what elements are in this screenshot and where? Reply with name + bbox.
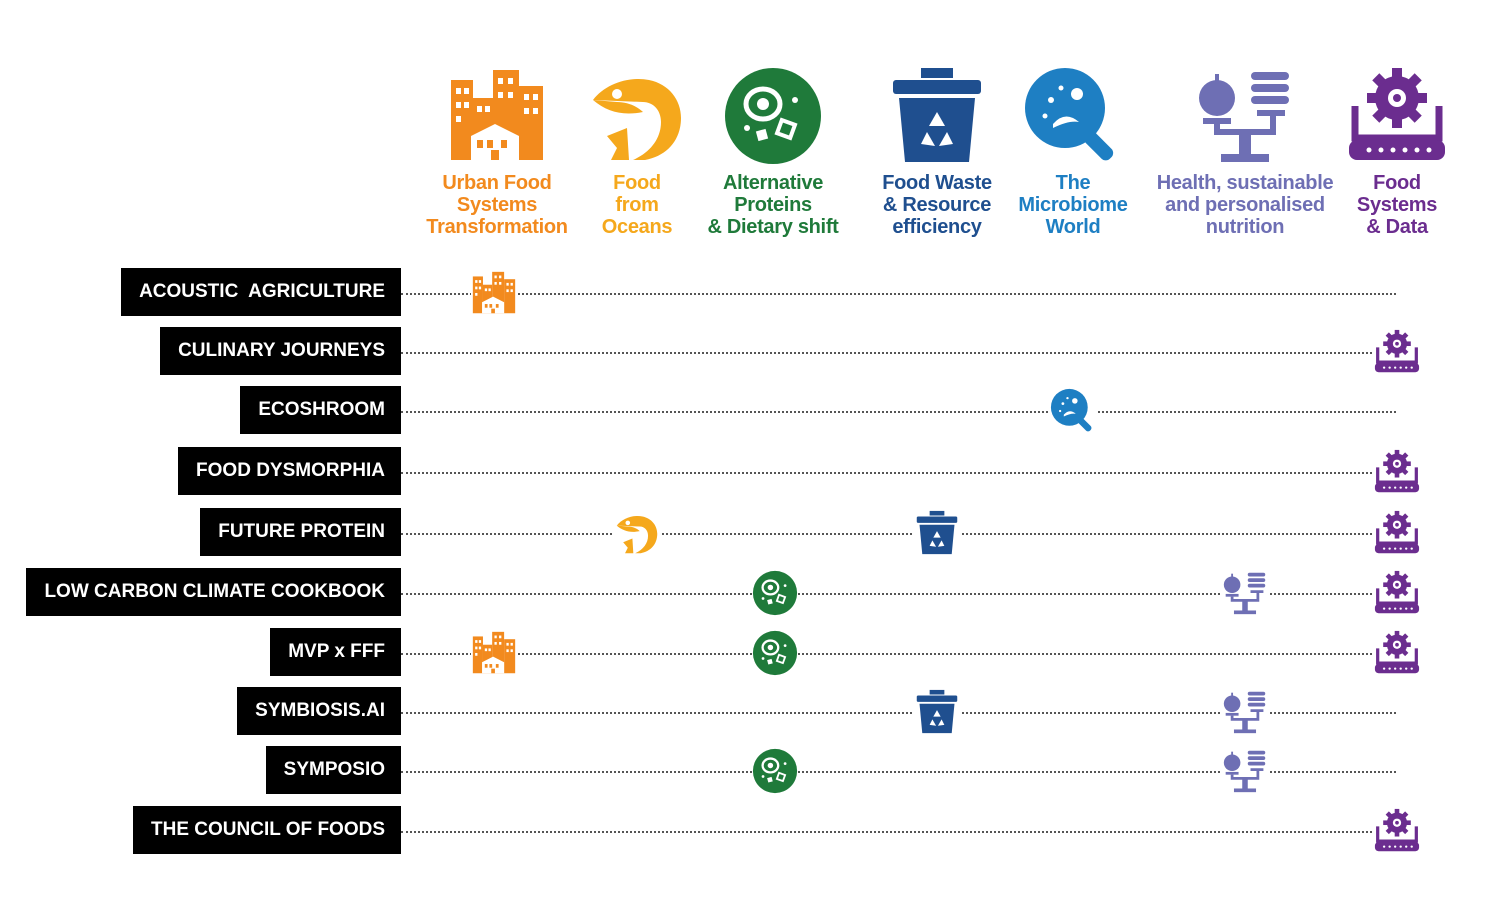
nutrition-scale-icon [1222,689,1268,735]
column-title: Alternative Proteins & Dietary shift [707,172,839,238]
column-title: Urban Food Systems Transformation [426,172,568,238]
dotted-leader-line [401,533,1396,535]
cell-protein-icon [678,66,868,166]
project-label: ECOSHROOM [240,386,401,434]
data-gear-icon [1374,570,1420,616]
data-gear-icon [1374,808,1420,854]
project-label: CULINARY JOURNEYS [160,327,401,375]
cell-protein-icon [752,748,798,794]
column-data: Food Systems & Data [1302,66,1492,238]
column-waste: Food Waste & Resource efficiency [842,66,1032,238]
project-row: ACOUSTIC AGRICULTURE [0,268,1500,318]
data-gear-icon [1374,630,1420,676]
project-row: CULINARY JOURNEYS [0,327,1500,377]
dotted-leader-line [401,352,1396,354]
project-row: LOW CARBON CLIMATE COOKBOOK [0,568,1500,618]
nutrition-scale-icon [1150,66,1340,166]
cell-protein-icon [752,630,798,676]
project-label: SYMBIOSIS.AI [237,687,401,735]
project-row: FOOD DYSMORPHIA [0,447,1500,497]
project-label: FUTURE PROTEIN [200,508,401,556]
dotted-leader-line [401,831,1396,833]
fish-icon [542,66,732,166]
city-buildings-icon [402,66,592,166]
data-gear-icon [1374,449,1420,495]
city-buildings-icon [471,270,517,316]
microbe-magnifier-icon [1050,388,1096,434]
column-urban: Urban Food Systems Transformation [402,66,592,238]
column-health: Health, sustainable and personalised nut… [1150,66,1340,238]
dotted-leader-line [401,712,1396,714]
project-label: FOOD DYSMORPHIA [178,447,401,495]
recycling-bin-icon [914,689,960,735]
column-microbiome: The Microbiome World [978,66,1168,238]
fish-icon [614,510,660,556]
project-row: MVP x FFF [0,628,1500,678]
project-label: LOW CARBON CLIMATE COOKBOOK [26,568,401,616]
microbe-magnifier-icon [978,66,1168,166]
column-title: Food from Oceans [601,172,673,238]
project-row: SYMBIOSIS.AI [0,687,1500,737]
project-row: SYMPOSIO [0,746,1500,796]
city-buildings-icon [471,630,517,676]
nutrition-scale-icon [1222,570,1268,616]
data-gear-icon [1374,510,1420,556]
project-row: FUTURE PROTEIN [0,508,1500,558]
dotted-leader-line [401,653,1396,655]
dotted-leader-line [401,293,1396,295]
dotted-leader-line [401,472,1396,474]
column-title: Food Systems & Data [1356,172,1438,238]
project-row: ECOSHROOM [0,386,1500,436]
project-label: THE COUNCIL OF FOODS [133,806,401,854]
dotted-leader-line [401,411,1396,413]
data-gear-icon [1302,66,1492,166]
project-label: SYMPOSIO [265,746,401,794]
cell-protein-icon [752,570,798,616]
column-title: Food Waste & Resource efficiency [882,172,992,238]
dotted-leader-line [401,593,1396,595]
column-title: The Microbiome World [1018,172,1128,238]
nutrition-scale-icon [1222,748,1268,794]
project-label: ACOUSTIC AGRICULTURE [121,268,401,316]
recycling-bin-icon [842,66,1032,166]
project-row: THE COUNCIL OF FOODS [0,806,1500,856]
dotted-leader-line [401,771,1396,773]
column-proteins: Alternative Proteins & Dietary shift [678,66,868,238]
data-gear-icon [1374,329,1420,375]
column-oceans: Food from Oceans [542,66,732,238]
project-label: MVP x FFF [270,628,401,676]
column-title: Health, sustainable and personalised nut… [1156,172,1334,238]
recycling-bin-icon [914,510,960,556]
